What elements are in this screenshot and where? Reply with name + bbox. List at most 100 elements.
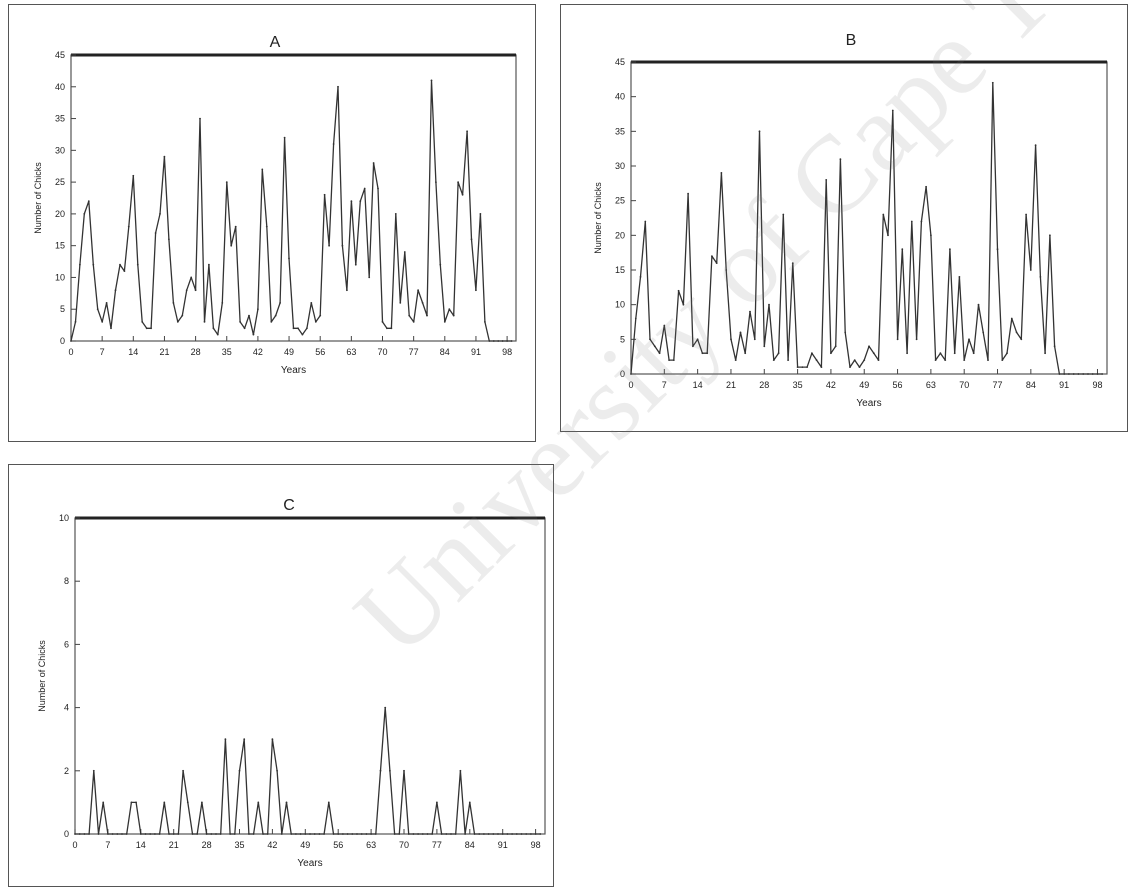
data-point — [119, 263, 121, 266]
data-point — [394, 213, 397, 215]
x-tick-label: 7 — [662, 380, 667, 390]
data-point — [487, 833, 490, 835]
data-point — [105, 302, 108, 304]
data-point — [1010, 317, 1013, 320]
data-point — [243, 327, 246, 330]
data-point — [501, 833, 504, 835]
data-point — [229, 833, 232, 835]
data-point — [306, 327, 308, 330]
x-tick-label: 28 — [202, 840, 212, 850]
data-point — [225, 181, 228, 184]
data-point — [479, 213, 482, 215]
data-point — [925, 185, 927, 188]
y-tick-label: 20 — [55, 209, 65, 219]
x-tick-label: 21 — [726, 380, 736, 390]
x-tick-label: 77 — [993, 380, 1003, 390]
data-point — [475, 289, 477, 292]
y-tick-label: 15 — [615, 265, 625, 275]
data-point — [739, 331, 742, 334]
data-point — [839, 158, 842, 161]
data-point — [435, 181, 437, 184]
data-point — [390, 327, 393, 330]
data-point — [208, 263, 210, 266]
data-point — [185, 289, 188, 292]
data-point — [168, 833, 170, 835]
x-tick-label: 0 — [68, 347, 73, 357]
y-tick-label: 10 — [615, 300, 625, 310]
data-point — [374, 833, 377, 835]
data-point — [234, 225, 237, 228]
data-point — [1029, 269, 1032, 271]
data-point — [403, 251, 406, 253]
data-point — [853, 359, 856, 361]
data-point — [96, 308, 99, 311]
x-axis-label: Years — [856, 398, 881, 409]
data-point — [239, 321, 242, 323]
data-point — [539, 833, 542, 835]
data-point — [412, 321, 415, 323]
data-point — [283, 136, 286, 139]
data-point — [457, 181, 459, 184]
data-point — [863, 359, 866, 361]
data-point — [525, 833, 528, 835]
chart-title-a: A — [270, 34, 281, 51]
data-point — [224, 738, 227, 741]
data-point — [501, 340, 504, 342]
data-point — [158, 833, 161, 835]
data-point — [379, 769, 382, 772]
data-point — [393, 833, 396, 835]
data-point — [252, 333, 255, 336]
y-tick-label: 30 — [55, 145, 65, 155]
plot-frame — [70, 54, 517, 342]
data-point — [295, 833, 297, 835]
data-point — [79, 263, 81, 266]
data-point — [301, 333, 304, 336]
x-tick-label: 63 — [926, 380, 936, 390]
x-tick-label: 70 — [399, 840, 409, 850]
data-point — [290, 833, 293, 835]
x-tick-label: 42 — [253, 347, 263, 357]
x-tick-label: 84 — [440, 347, 450, 357]
data-point — [639, 276, 642, 278]
data-point — [534, 833, 537, 835]
y-tick-label: 10 — [59, 513, 69, 523]
data-point — [1063, 373, 1066, 375]
data-point — [337, 833, 340, 835]
data-point — [354, 263, 357, 266]
x-tick-label: 84 — [1026, 380, 1036, 390]
data-point — [868, 345, 870, 348]
data-point — [687, 192, 689, 195]
data-point — [1044, 352, 1046, 355]
y-axis-label: Number of Chicks — [37, 640, 47, 712]
data-point — [97, 833, 100, 835]
data-point — [314, 321, 317, 323]
data-point — [758, 130, 761, 133]
y-tick-label: 6 — [64, 639, 69, 649]
data-point — [934, 359, 937, 361]
data-point — [74, 321, 77, 323]
x-tick-label: 49 — [284, 347, 294, 357]
chart-c-plot: 0 2 4 6 8 10 0 7 14 21 28 35 42 49 56 63 70 77 84 91 98 Years… — [37, 513, 546, 869]
data-point — [454, 833, 457, 835]
data-point — [292, 327, 295, 330]
data-point — [154, 232, 157, 234]
data-point — [219, 833, 222, 835]
x-tick-label: 56 — [333, 840, 343, 850]
data-point — [464, 833, 466, 835]
data-point — [763, 345, 766, 348]
data-point — [891, 109, 894, 112]
data-point — [309, 833, 311, 835]
data-point — [150, 327, 153, 330]
data-point — [172, 302, 175, 304]
data-point — [359, 200, 362, 203]
data-point — [384, 706, 387, 709]
data-point — [101, 321, 104, 323]
data-point — [194, 289, 197, 292]
y-tick-label: 8 — [64, 576, 69, 586]
x-tick-label: 49 — [859, 380, 869, 390]
data-point — [421, 833, 424, 835]
data-point — [337, 85, 339, 88]
y-tick-label: 25 — [615, 196, 625, 206]
data-point — [910, 220, 913, 223]
data-point — [510, 340, 513, 342]
